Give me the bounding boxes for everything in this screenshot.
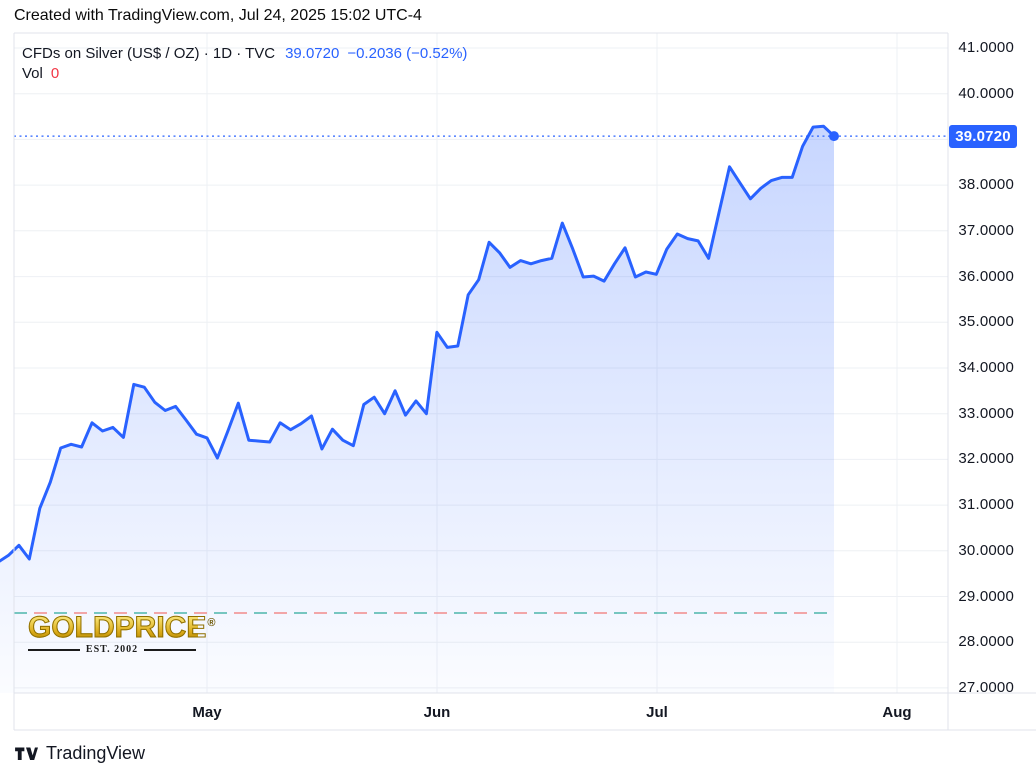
created-with-text: Created with TradingView.com, Jul 24, 20…	[14, 7, 422, 24]
price-axis-label: 27.0000	[958, 679, 1014, 696]
est-divider-left	[28, 648, 80, 651]
area-fill	[0, 126, 834, 693]
tradingview-attribution[interactable]: TradingView	[14, 743, 145, 764]
price-axis-label: 40.0000	[958, 85, 1014, 102]
goldprice-watermark: GOLDPRICE® EST. 2002	[27, 608, 215, 655]
goldprice-est: EST. 2002	[85, 644, 139, 655]
price-axis-label: 41.0000	[958, 39, 1014, 56]
tradingview-brand: TradingView	[46, 743, 146, 763]
price-axis-label: 28.0000	[958, 633, 1014, 650]
price-axis-label: 38.0000	[958, 176, 1014, 193]
volume-value: 0	[50, 65, 60, 82]
price-axis-label: 33.0000	[958, 405, 1014, 422]
tradingview-logo-icon	[15, 746, 38, 760]
last-price-marker	[829, 131, 839, 142]
price-axis-label: 36.0000	[958, 268, 1014, 285]
goldprice-est-row: EST. 2002	[28, 644, 197, 655]
symbol-title: CFDs on Silver (US$ / OZ) · 1D · TVC	[22, 45, 276, 62]
time-axis-label: Jul	[646, 704, 668, 721]
price-axis-label: 35.0000	[958, 313, 1014, 330]
chart-legend: CFDs on Silver (US$ / OZ) · 1D · TVC 39.0…	[22, 44, 467, 84]
goldprice-logo: GOLDPRICE®	[27, 608, 215, 643]
price-line	[0, 124, 836, 563]
price-axis-label: 31.0000	[958, 496, 1014, 513]
time-axis-label: Aug	[882, 704, 912, 721]
price-change-value: −0.2036 (−0.52%)	[347, 45, 468, 62]
registered-mark: ®	[207, 617, 216, 629]
price-axis-label: 37.0000	[958, 222, 1014, 239]
last-price-value: 39.0720	[285, 45, 340, 62]
volume-label: Vol	[22, 65, 43, 82]
est-divider-right	[144, 648, 197, 651]
price-axis-label: 29.0000	[958, 588, 1014, 605]
price-axis-label: 34.0000	[958, 359, 1014, 376]
price-axis-label: 30.0000	[958, 542, 1014, 559]
time-axis-label: May	[192, 704, 222, 721]
time-axis-label: Jun	[423, 704, 451, 721]
price-badge: 39.0720	[949, 125, 1017, 148]
price-axis-label: 32.0000	[958, 450, 1014, 467]
